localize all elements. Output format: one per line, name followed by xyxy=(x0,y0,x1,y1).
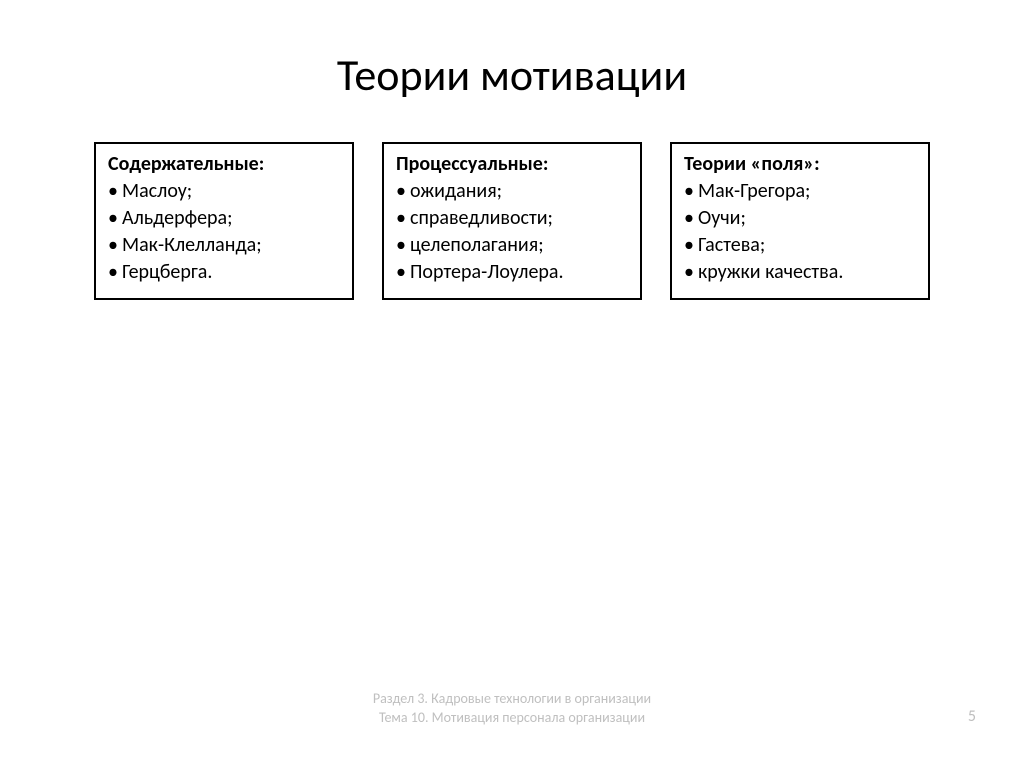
list-item: Альдерфера; xyxy=(108,205,340,232)
list-item: кружки качества. xyxy=(684,259,916,286)
footer-line-2: Тема 10. Мотивация персонала организации xyxy=(0,708,1024,728)
theory-box-content: Содержательные: Маслоу; Альдерфера; Мак-… xyxy=(94,142,354,300)
box-heading: Процессуальные: xyxy=(396,152,628,176)
list-item: Оучи; xyxy=(684,205,916,232)
list-item: Мак-Клелланда; xyxy=(108,232,340,259)
slide-footer: Раздел 3. Кадровые технологии в организа… xyxy=(0,689,1024,728)
list-item: Мак-Грегора; xyxy=(684,178,916,205)
list-item: справедливости; xyxy=(396,205,628,232)
list-item: Гастева; xyxy=(684,232,916,259)
box-heading: Содержательные: xyxy=(108,152,340,176)
slide-title: Теории мотивации xyxy=(0,0,1024,142)
box-heading: Теории «поля»: xyxy=(684,152,916,176)
box-list: Маслоу; Альдерфера; Мак-Клелланда; Герцб… xyxy=(108,178,340,286)
list-item: целеполагания; xyxy=(396,232,628,259)
theory-box-process: Процессуальные: ожидания; справедливости… xyxy=(382,142,642,300)
box-list: ожидания; справедливости; целеполагания;… xyxy=(396,178,628,286)
theory-box-field: Теории «поля»: Мак-Грегора; Оучи; Гастев… xyxy=(670,142,930,300)
list-item: ожидания; xyxy=(396,178,628,205)
list-item: Маслоу; xyxy=(108,178,340,205)
list-item: Герцберга. xyxy=(108,259,340,286)
box-list: Мак-Грегора; Оучи; Гастева; кружки качес… xyxy=(684,178,916,286)
page-number: 5 xyxy=(968,707,976,726)
list-item: Портера-Лоулера. xyxy=(396,259,628,286)
boxes-container: Содержательные: Маслоу; Альдерфера; Мак-… xyxy=(0,142,1024,300)
footer-line-1: Раздел 3. Кадровые технологии в организа… xyxy=(0,689,1024,709)
